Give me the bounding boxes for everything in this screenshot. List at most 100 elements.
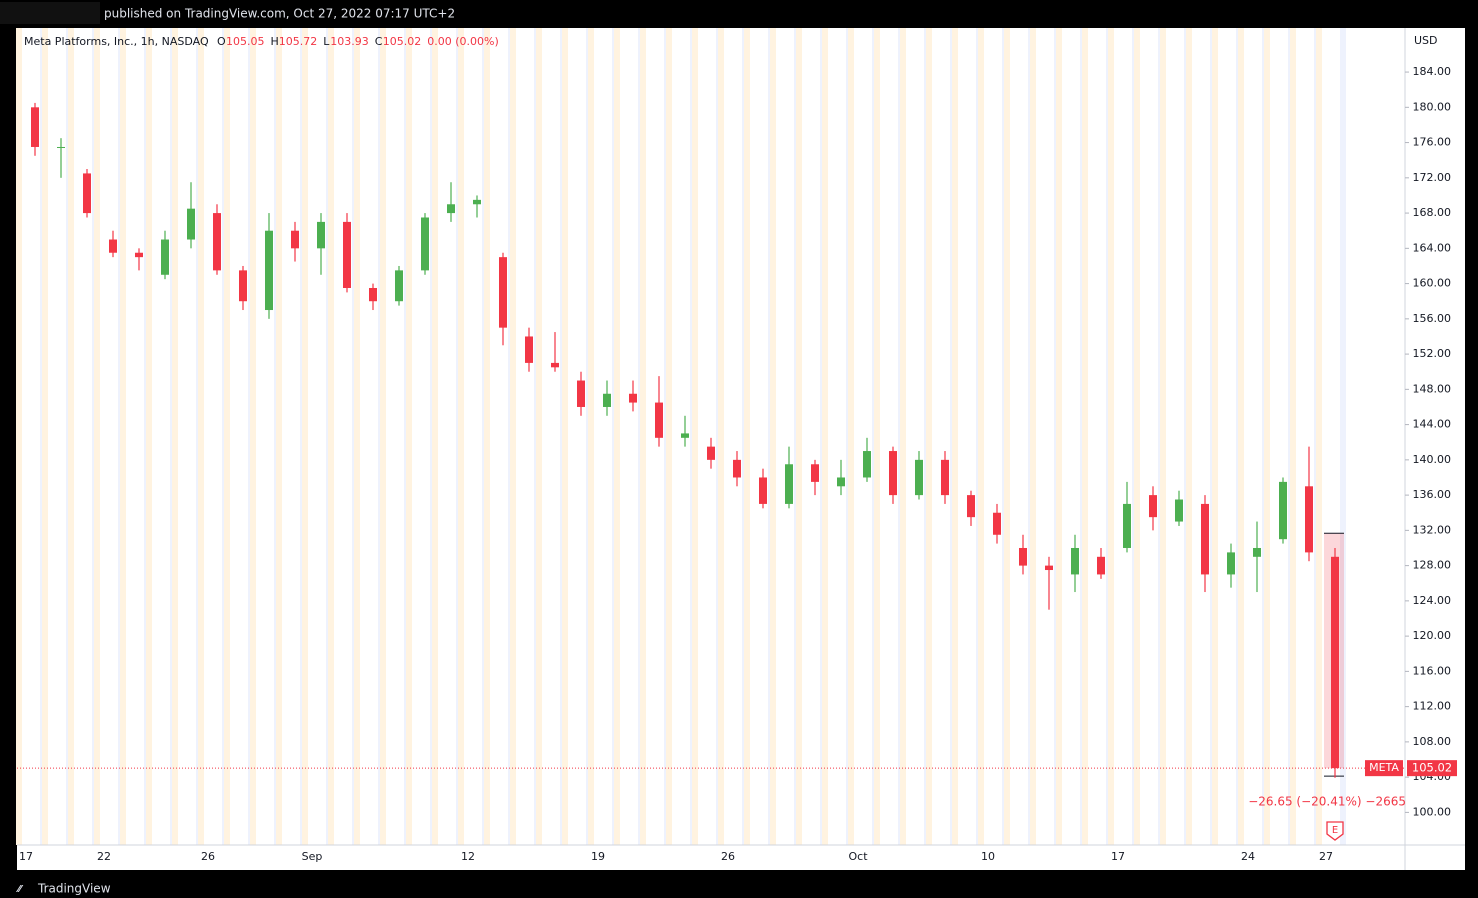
candle-body	[187, 208, 195, 240]
legend-key: H	[270, 35, 278, 48]
post-market	[1340, 28, 1346, 845]
candle-body	[135, 252, 143, 258]
pre-market	[796, 28, 802, 845]
pre-market	[1108, 28, 1114, 845]
y-tick-label: 172.00	[1413, 171, 1452, 184]
candle-body	[1201, 503, 1209, 575]
y-tick-label: 100.00	[1413, 805, 1452, 818]
candle-body	[1227, 552, 1235, 575]
pre-market	[692, 28, 698, 845]
candle-body	[811, 464, 819, 482]
x-tick-label: 26	[721, 850, 735, 863]
candle-body	[213, 213, 221, 271]
pre-market	[224, 28, 230, 845]
x-tick-label: 19	[591, 850, 605, 863]
candle-body	[1149, 495, 1157, 518]
pre-market	[900, 28, 906, 845]
pre-market	[562, 28, 568, 845]
pre-market	[276, 28, 282, 845]
brand: TradingView	[37, 882, 111, 896]
y-tick-label: 132.00	[1413, 523, 1452, 536]
y-tick-label: 148.00	[1413, 382, 1452, 395]
y-tick-label: 120.00	[1413, 629, 1452, 642]
event-label: E	[1332, 825, 1338, 836]
candle-body	[1305, 486, 1313, 553]
x-tick-label: 26	[201, 850, 215, 863]
event-icon	[1326, 821, 1344, 841]
pre-market	[744, 28, 750, 845]
pre-market	[484, 28, 490, 845]
y-tick-label: 176.00	[1413, 136, 1452, 149]
candle-body	[447, 204, 455, 214]
pre-market	[94, 28, 100, 845]
y-tick-label: 108.00	[1413, 735, 1452, 748]
pre-market	[1004, 28, 1010, 845]
pre-market	[1186, 28, 1192, 845]
pre-market	[328, 28, 334, 845]
symbol-tag-text: META	[1369, 761, 1399, 774]
candle-body	[707, 446, 715, 460]
y-tick-label: 180.00	[1413, 100, 1452, 113]
currency: USD	[1414, 34, 1438, 47]
candle-body	[239, 270, 247, 302]
pre-market	[432, 28, 438, 845]
candle-body	[733, 459, 741, 478]
candle-body	[1071, 547, 1079, 575]
candle-body	[915, 459, 923, 496]
legend-value: 105.05	[226, 35, 265, 48]
candle-body	[57, 146, 65, 148]
legend-key: L	[323, 35, 330, 48]
pre-market	[1160, 28, 1166, 845]
published-note: published on TradingView.com, Oct 27, 20…	[104, 7, 455, 21]
candle-body	[1331, 556, 1339, 769]
candle-body	[759, 477, 767, 504]
candle-body	[889, 451, 897, 496]
instrument: Meta Platforms, Inc., 1h, NASDAQ	[24, 35, 209, 48]
price-tag-text: 105.02	[1412, 761, 1452, 775]
pre-market	[1316, 28, 1322, 845]
pre-market	[536, 28, 542, 845]
pre-market	[406, 28, 412, 845]
legend-key: C	[375, 35, 383, 48]
logo: ⁄⁄	[16, 884, 24, 895]
pre-market	[1290, 28, 1296, 845]
y-tick-label: 164.00	[1413, 241, 1452, 254]
pre-market	[770, 28, 776, 845]
candle-body	[1019, 547, 1027, 566]
candle-body	[941, 459, 949, 496]
y-tick-label: 136.00	[1413, 488, 1452, 501]
pre-market	[718, 28, 724, 845]
symbol-tag	[1365, 760, 1403, 777]
y-tick-label: 116.00	[1413, 664, 1452, 677]
pre-market	[1082, 28, 1088, 845]
candle-body	[993, 512, 1001, 535]
candle-body	[681, 433, 689, 438]
candle-body	[369, 287, 377, 302]
candle-body	[1045, 565, 1053, 571]
y-tick-label: 140.00	[1413, 453, 1452, 466]
pre-market	[640, 28, 646, 845]
y-tick-label: 124.00	[1413, 594, 1452, 607]
redacted	[0, 2, 100, 24]
x-tick-label: 24	[1241, 850, 1255, 863]
legend-value: 103.93	[330, 35, 369, 48]
pre-market	[302, 28, 308, 845]
y-tick-label: 128.00	[1413, 559, 1452, 572]
candle-body	[551, 362, 559, 368]
pre-market	[1056, 28, 1062, 845]
x-tick-label: Oct	[848, 850, 868, 863]
legend-value: 105.02	[383, 35, 422, 48]
pre-market	[614, 28, 620, 845]
pre-market	[68, 28, 74, 845]
candle-body	[603, 393, 611, 407]
pre-market	[380, 28, 386, 845]
candle-body	[1175, 499, 1183, 522]
candle-body	[863, 451, 871, 478]
candle-body	[1097, 556, 1105, 575]
candle-body	[421, 217, 429, 271]
pre-market	[172, 28, 178, 845]
pre-market	[1238, 28, 1244, 845]
pre-market	[458, 28, 464, 845]
pre-market	[588, 28, 594, 845]
